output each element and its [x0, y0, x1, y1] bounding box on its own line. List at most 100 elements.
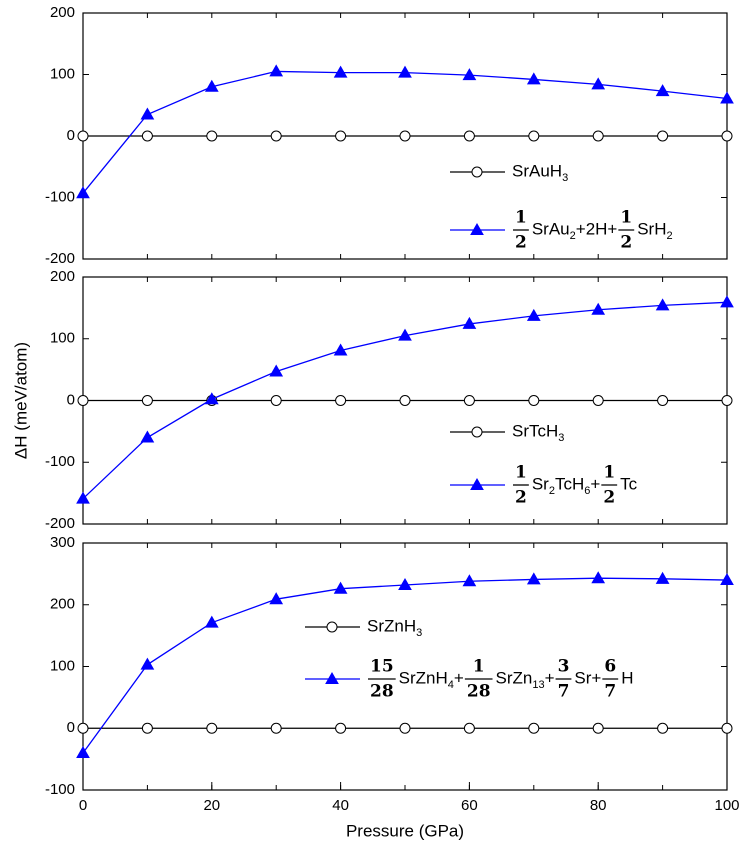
marker	[655, 84, 670, 97]
marker	[141, 130, 153, 142]
marker	[141, 395, 153, 406]
fraction-denominator: 2	[603, 488, 615, 508]
marker	[470, 222, 484, 235]
marker	[721, 130, 733, 142]
legend-label: +2H+	[576, 219, 618, 238]
marker	[655, 571, 670, 584]
marker	[657, 130, 669, 142]
y-tick-label: -100	[45, 453, 75, 470]
marker	[471, 426, 483, 438]
x-tick-label: 0	[79, 797, 87, 814]
marker	[592, 722, 604, 734]
x-tick-label: 80	[590, 797, 607, 814]
marker	[591, 571, 606, 584]
marker	[140, 657, 155, 670]
y-tick-label: 300	[50, 534, 75, 551]
y-tick-label: -100	[45, 188, 75, 205]
marker	[206, 130, 218, 142]
legend-label: SrZnH	[399, 668, 448, 687]
legend-subscript: 3	[416, 627, 422, 639]
legend-subscript: 3	[558, 432, 564, 444]
legend-subscript: 2	[666, 230, 672, 242]
x-tick-label: 40	[332, 797, 349, 814]
marker	[270, 130, 282, 142]
y-tick-label: 200	[50, 596, 75, 613]
marker	[335, 395, 347, 406]
y-tick-label: 100	[50, 657, 75, 674]
y-tick-label: -200	[45, 250, 75, 267]
legend-label: SrH	[637, 219, 666, 238]
marker	[463, 395, 475, 406]
marker	[720, 295, 734, 308]
legend-subscript: 4	[448, 679, 454, 691]
fraction-numerator: 1	[515, 463, 527, 483]
y-axis-label: ΔH (meV/atom)	[11, 342, 30, 459]
marker	[528, 722, 540, 734]
marker	[721, 722, 733, 734]
fraction-numerator: 1	[473, 657, 485, 677]
marker	[720, 91, 734, 104]
marker	[77, 722, 89, 734]
fraction-denominator: 2	[515, 233, 527, 253]
marker	[526, 308, 541, 321]
marker	[463, 722, 475, 734]
marker	[463, 130, 475, 142]
fraction-numerator: 15	[370, 657, 394, 677]
marker	[76, 745, 90, 758]
marker	[399, 130, 411, 142]
marker	[528, 395, 540, 406]
marker	[269, 364, 284, 377]
legend-subscript: 6	[584, 485, 590, 497]
marker	[398, 577, 412, 590]
marker	[335, 722, 347, 734]
marker	[398, 328, 412, 341]
legend-label: +	[454, 668, 464, 687]
fraction-denominator: 28	[370, 682, 394, 702]
fraction-numerator: 1	[515, 208, 527, 228]
marker	[140, 430, 155, 443]
y-tick-label: 100	[50, 330, 75, 347]
legend-subscript: 3	[562, 172, 568, 184]
marker	[335, 130, 347, 142]
legend-label: +	[590, 474, 600, 493]
legend-label: Sr	[532, 474, 549, 493]
y-tick-label: 0	[67, 391, 75, 408]
x-tick-label: 20	[203, 797, 220, 814]
marker	[398, 65, 412, 78]
legend-subscript: 13	[532, 679, 544, 691]
x-tick-label: 100	[714, 797, 739, 814]
marker	[325, 671, 339, 684]
legend-label: Sr+	[574, 668, 601, 687]
marker	[206, 722, 218, 734]
fraction-denominator: 2	[620, 233, 632, 253]
y-tick-label: 200	[50, 268, 75, 285]
fraction-denominator: 28	[467, 682, 491, 702]
marker	[77, 130, 89, 142]
marker	[462, 316, 477, 329]
y-tick-label: 0	[67, 719, 75, 736]
marker	[655, 298, 670, 311]
marker	[591, 302, 606, 315]
fraction-numerator: 3	[558, 657, 570, 677]
marker	[592, 130, 604, 142]
fraction-denominator: 7	[558, 682, 570, 702]
marker	[471, 166, 483, 178]
marker	[399, 395, 411, 406]
marker	[592, 395, 604, 406]
fraction-numerator: 1	[603, 463, 615, 483]
legend-label: SrTcH	[512, 421, 558, 440]
marker	[76, 491, 90, 504]
fraction-numerator: 1	[620, 208, 632, 228]
legend-label: H	[621, 668, 633, 687]
marker	[720, 573, 734, 586]
legend-label: TcH	[555, 474, 584, 493]
marker	[270, 722, 282, 734]
marker	[333, 343, 348, 356]
marker	[528, 130, 540, 142]
fraction-denominator: 2	[515, 488, 527, 508]
legend-label: +	[545, 668, 555, 687]
marker	[470, 477, 484, 490]
marker	[462, 68, 477, 81]
marker	[326, 621, 338, 633]
